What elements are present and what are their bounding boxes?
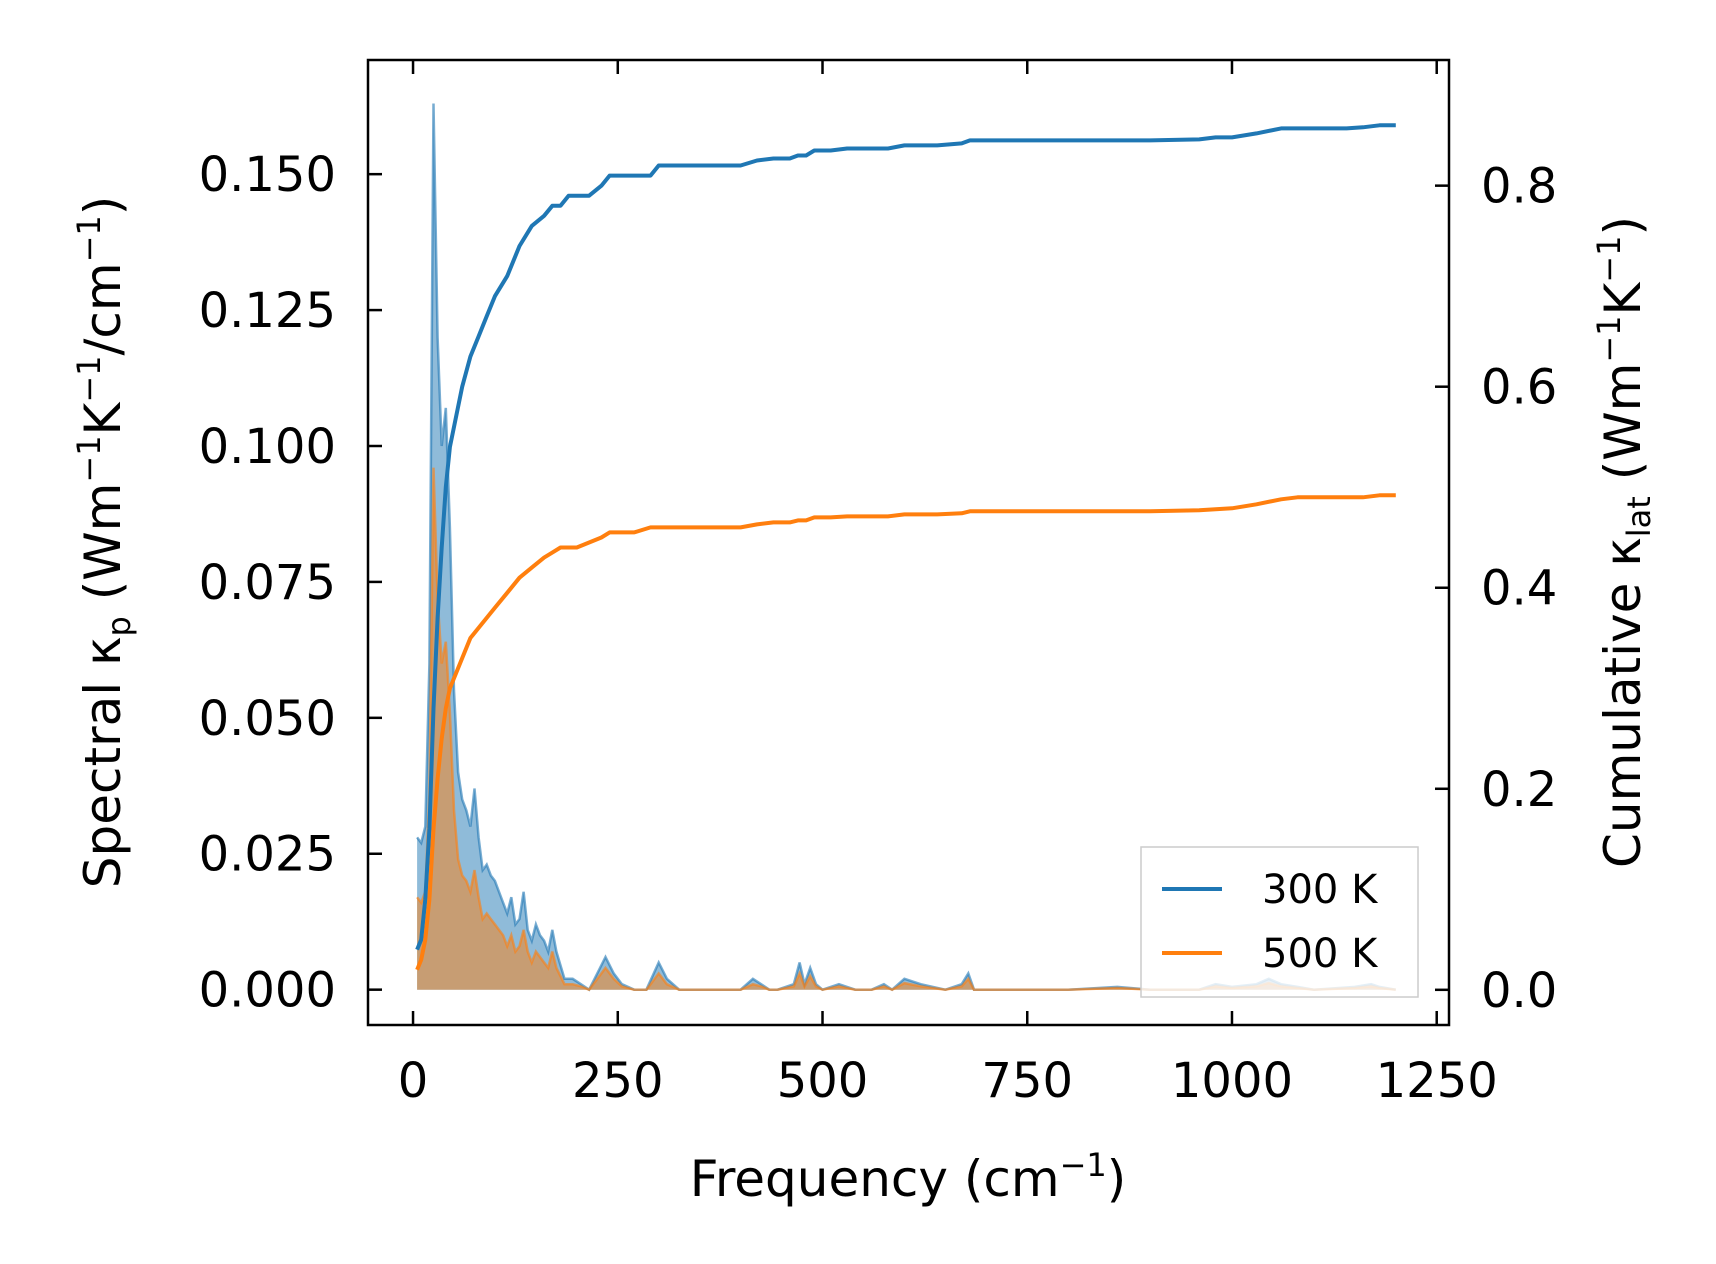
right-y-tick-label: 0.2 [1481,762,1557,818]
left-y-label-unit-c: /cm [74,262,132,355]
right-y-label-main: Cumulative κ [1594,537,1652,868]
x-axis-label-main: Frequency (cm [690,1150,1060,1208]
left-y-tick-label: 0.125 [199,283,336,339]
right-y-axis-label: Cumulative κlat (Wm−1K−1) [1590,216,1658,868]
left-y-tick-label: 0.025 [199,827,336,883]
x-tick-label: 500 [777,1053,869,1109]
cumulative-line-300k [415,123,1396,951]
right-y-label-unit-a: (Wm [1594,363,1652,497]
left-y-label-unit-a: (Wm [74,483,132,617]
right-y-label-sup2: −1 [1590,236,1628,283]
right-y-label-end: ) [1594,216,1652,236]
right-y-tick-label: 0.0 [1481,963,1557,1019]
left-y-tick-label: 0.150 [199,147,336,203]
x-tick-label: 1000 [1171,1053,1293,1109]
left-y-axis-label: Spectral κp (Wm−1K−1/cm−1) [70,196,138,889]
left-y-label-sup3: −1 [70,215,108,262]
left-y-label-end: ) [74,196,132,216]
x-axis-label-sup: −1 [1060,1146,1107,1184]
plot-frame [366,58,1451,1027]
left-y-label-sup2: −1 [70,355,108,402]
x-tick-label: 0 [398,1053,429,1109]
left-y-label-sup1: −1 [70,435,108,482]
right-y-label-sub: lat [1620,496,1658,537]
x-tick-label: 1250 [1376,1053,1498,1109]
right-y-tick-label: 0.4 [1481,561,1557,617]
left-y-tick-label: 0.100 [199,419,336,475]
spectral-outline-500k [416,467,1396,992]
left-y-tick-label: 0.050 [199,691,336,747]
right-y-label-unit-b: K [1594,281,1652,315]
left-y-label-sub: p [100,616,138,636]
x-tick-label: 250 [572,1053,664,1109]
right-y-tick-label: 0.6 [1481,360,1557,416]
left-y-label-unit-b: K [74,401,132,435]
legend: 300 K 500 K [1140,846,1419,998]
x-tick-label: 750 [981,1053,1073,1109]
legend-label-500k: 500 K [1262,931,1379,977]
right-y-tick-label: 0.8 [1481,159,1557,215]
x-axis-label-end: ) [1107,1150,1127,1208]
spectral-fill-layer [416,103,1397,992]
legend-label-300k: 300 K [1262,867,1379,913]
left-y-tick-label: 0.000 [199,963,336,1019]
right-y-label-sup1: −1 [1590,315,1628,362]
series-line-layer [415,123,1396,971]
left-y-label-main: Spectral κ [74,636,132,888]
legend-box [1140,846,1419,998]
cumulative-line-500k [415,493,1396,971]
axis-ticks-layer: 0 250 500 750 1000 1250 0.000 0.025 0.050 0.075 0.… [199,60,1557,1109]
left-y-tick-label: 0.075 [199,555,336,611]
x-axis-label: Frequency (cm−1) [690,1146,1127,1208]
